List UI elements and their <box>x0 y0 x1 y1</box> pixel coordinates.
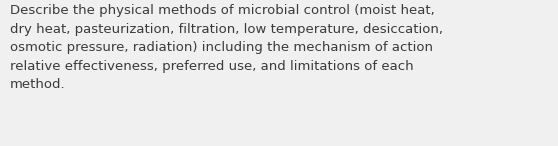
Text: Describe the physical methods of microbial control (moist heat,
dry heat, pasteu: Describe the physical methods of microbi… <box>10 4 443 91</box>
